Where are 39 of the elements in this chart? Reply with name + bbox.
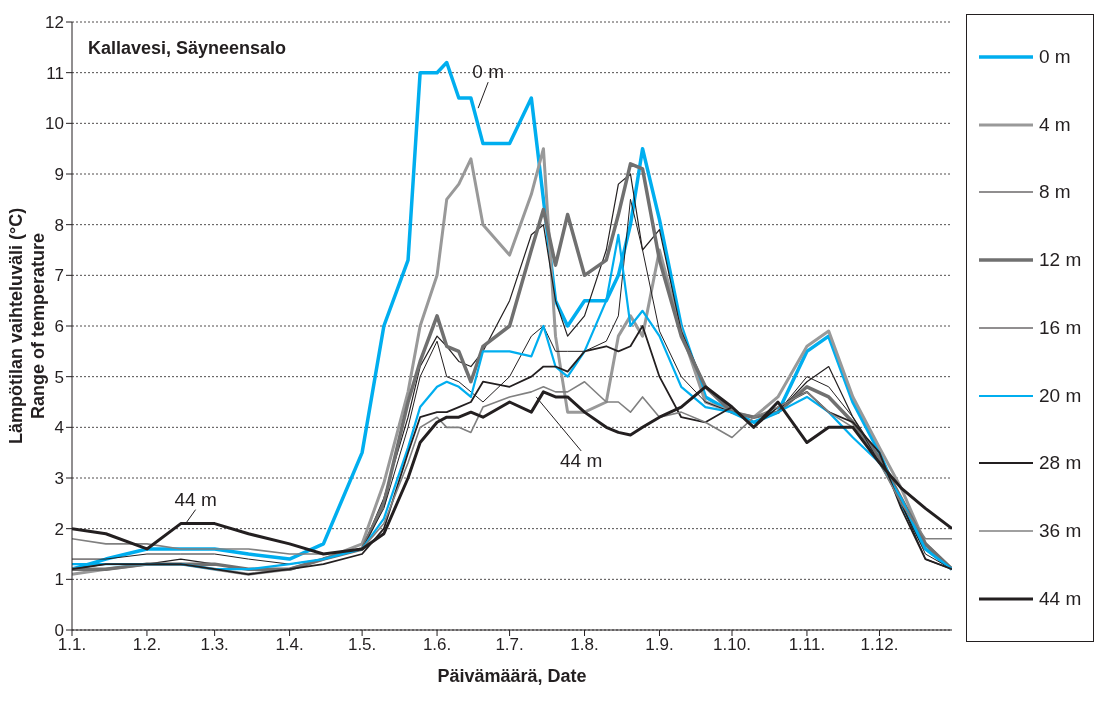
annotation: 0 m bbox=[472, 61, 504, 83]
legend-label: 36 m bbox=[1039, 520, 1082, 543]
x-tick-label: 1.9. bbox=[645, 635, 674, 655]
y-tick-label: 5 bbox=[54, 367, 64, 387]
x-tick-label: 1.2. bbox=[132, 635, 162, 655]
x-tick-label: 1.5. bbox=[347, 635, 377, 655]
x-tick-label: 1.6. bbox=[422, 635, 452, 655]
y-tick-label: 10 bbox=[45, 114, 64, 134]
x-tick-label: 1.12. bbox=[860, 635, 899, 655]
legend-label: 8 m bbox=[1039, 181, 1071, 204]
x-axis-title: Päivämäärä, Date bbox=[437, 666, 587, 686]
y-tick-label: 2 bbox=[54, 519, 64, 539]
annotation: 44 m bbox=[560, 449, 603, 471]
y-tick-label: 3 bbox=[54, 469, 64, 489]
legend-label: 12 m bbox=[1039, 249, 1082, 272]
y-tick-label: 11 bbox=[46, 63, 64, 83]
x-tick-label: 1.8. bbox=[570, 635, 599, 655]
y-tick-label: 9 bbox=[54, 165, 64, 185]
y-tick-label: 8 bbox=[54, 215, 64, 235]
x-tick-label: 1.11. bbox=[788, 635, 826, 655]
x-tick-label: 1.4. bbox=[275, 635, 304, 655]
x-tick-label: 1.7. bbox=[495, 635, 524, 655]
legend-label: 20 m bbox=[1039, 384, 1082, 407]
y-tick-label: 4 bbox=[54, 418, 64, 438]
y-tick-label: 12 bbox=[45, 13, 64, 33]
y-tick-label: 6 bbox=[54, 317, 64, 337]
legend-label: 4 m bbox=[1039, 113, 1071, 136]
y-tick-label: 1 bbox=[54, 570, 64, 590]
x-tick-label: 1.10. bbox=[713, 635, 751, 655]
x-tick-label: 1.1. bbox=[57, 635, 87, 655]
legend-label: 28 m bbox=[1039, 452, 1082, 475]
annotation: 44 m bbox=[174, 488, 217, 510]
y-tick-label: 7 bbox=[54, 266, 64, 286]
legend-label: 0 m bbox=[1039, 45, 1071, 68]
y-axis-title: Lämpötilan vaihteluväli (°C) Range of temperature bbox=[6, 207, 48, 445]
text: Kallavesi, Säyneensalo bbox=[88, 38, 287, 59]
legend-label: 44 m bbox=[1039, 588, 1082, 610]
legend-label: 16 m bbox=[1039, 316, 1082, 339]
x-tick-label: 1.3. bbox=[200, 635, 229, 655]
